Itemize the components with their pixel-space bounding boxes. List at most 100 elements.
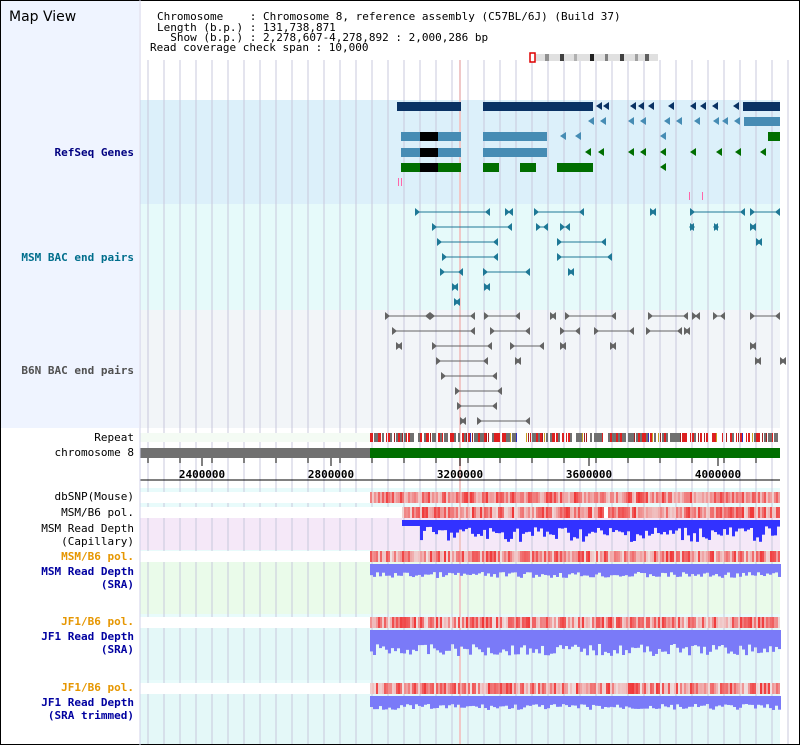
track-label-refseq-genes[interactable]: RefSeq Genes [54, 146, 134, 159]
repeat-element [664, 433, 666, 442]
dbsnp-cell [584, 492, 586, 503]
repeat-element [552, 433, 554, 442]
axis-tick-label: 2400000 [178, 468, 226, 481]
msm-b6-pol-cell [764, 551, 766, 562]
repeat-element [540, 433, 542, 442]
repeat-element [514, 433, 516, 442]
msm-b6-pol-cell [430, 507, 432, 518]
jf1-b6-pol-cell [414, 617, 416, 628]
jf1-b6-pol-cell [556, 683, 558, 694]
jf1-depth-trim-bar [394, 696, 397, 710]
dbsnp-cell [470, 492, 472, 503]
bac-end [560, 223, 565, 231]
dbsnp-cell [738, 492, 740, 503]
msm-b6-pol-cell [572, 551, 574, 562]
jf1-depth-sra-bar [613, 630, 616, 651]
msm-b6-pol-cell [740, 551, 742, 562]
jf1-b6-pol-cell [570, 683, 572, 694]
jf1-depth-trim-bar [718, 696, 721, 706]
msm-depth-sra-bar [664, 564, 667, 574]
jf1-depth-trim-bar [613, 696, 616, 708]
bac-end [484, 312, 489, 320]
msm-b6-pol-cell [422, 507, 424, 518]
dbsnp-cell [488, 492, 490, 503]
bac-end [493, 253, 498, 261]
msm-b6-pol-cell [740, 507, 742, 518]
bac-end [611, 312, 616, 320]
msm-depth-sra-bar [583, 564, 586, 576]
repeat-element [740, 433, 742, 442]
msm-b6-pol-cell [626, 507, 628, 518]
jf1-depth-sra-bar [403, 630, 406, 654]
msm-b6-pol-cell [446, 551, 448, 562]
jf1-b6-pol-cell [706, 683, 708, 694]
msm-b6-pol-cell [668, 507, 670, 518]
msm-b6-pol-cell [660, 551, 662, 562]
jf1-b6-pol-cell [462, 683, 464, 694]
msm-depth-sra-bar [382, 564, 385, 573]
msm-b6-pol-cell [756, 551, 758, 562]
msm-b6-pol-cell [538, 507, 540, 518]
msm-b6-pol-cell [630, 507, 632, 518]
jf1-depth-sra-bar [646, 630, 649, 647]
msm-b6-pol-cell [778, 551, 780, 562]
jf1-depth-sra-bar [769, 630, 772, 647]
msm-b6-pol-cell [428, 551, 430, 562]
jf1-b6-pol-cell [640, 683, 642, 694]
bac-end [441, 372, 446, 380]
gene-arrow [716, 148, 722, 156]
msm-depth-sra-bar [658, 564, 661, 577]
msm-b6-pol-cell [476, 551, 478, 562]
msm-depth-sra-bar [595, 564, 598, 575]
gene-marker [702, 192, 703, 200]
msm-b6-pol-cell [544, 507, 546, 518]
jf1-b6-pol-cell [656, 683, 658, 694]
dbsnp-cell [482, 492, 484, 503]
dbsnp-cell [670, 492, 672, 503]
repeat-element [418, 433, 420, 442]
msm-depth-cap-bar [594, 520, 597, 533]
dbsnp-cell [512, 492, 514, 503]
bac-end [516, 357, 521, 365]
jf1-b6-pol-cell [464, 617, 466, 628]
msm-depth-cap-bar [555, 520, 558, 539]
jf1-b6-pol-cell [724, 683, 726, 694]
bac-end [560, 327, 565, 335]
msm-b6-pol-cell [720, 507, 722, 518]
msm-b6-pol-cell [526, 551, 528, 562]
dbsnp-cell [582, 492, 584, 503]
msm-depth-sra-bar [739, 564, 742, 577]
jf1-depth-sra-bar [481, 630, 484, 653]
msm-b6-pol-cell [752, 507, 754, 518]
msm-depth-sra-bar [646, 564, 649, 578]
track-label-b6n-bac[interactable]: B6N BAC end pairs [21, 364, 134, 377]
dbsnp-cell [654, 492, 656, 503]
msm-depth-sra-bar [502, 564, 505, 573]
msm-b6-pol-cell [736, 507, 738, 518]
msm-depth-cap-bar [627, 520, 630, 532]
jf1-depth-sra-bar [763, 630, 766, 649]
repeat-element [612, 433, 614, 442]
repeat-element [770, 433, 772, 442]
msm-b6-pol-cell [666, 551, 668, 562]
track-label-msm-b6-pol-2: MSM/B6 pol. [61, 550, 134, 563]
repeat-element [576, 433, 578, 442]
jf1-b6-pol-cell [442, 617, 444, 628]
dbsnp-cell [522, 492, 524, 503]
repeat-element [428, 433, 429, 442]
msm-depth-cap-bar [708, 520, 711, 540]
msm-b6-pol-cell [424, 551, 426, 562]
msm-b6-pol-cell [540, 507, 542, 518]
msm-depth-sra-bar [550, 564, 553, 578]
jf1-b6-pol-cell [604, 617, 606, 628]
msm-depth-cap-bar [645, 520, 648, 531]
msm-depth-sra-bar [439, 564, 442, 573]
msm-b6-pol-cell [614, 551, 616, 562]
jf1-depth-sra-bar [778, 630, 781, 650]
msm-b6-pol-cell [402, 507, 404, 518]
msm-depth-cap-bar [756, 520, 759, 538]
track-label-msm-bac[interactable]: MSM BAC end pairs [21, 251, 134, 264]
msm-b6-pol-cell [522, 507, 524, 518]
jf1-b6-pol-cell [628, 683, 630, 694]
